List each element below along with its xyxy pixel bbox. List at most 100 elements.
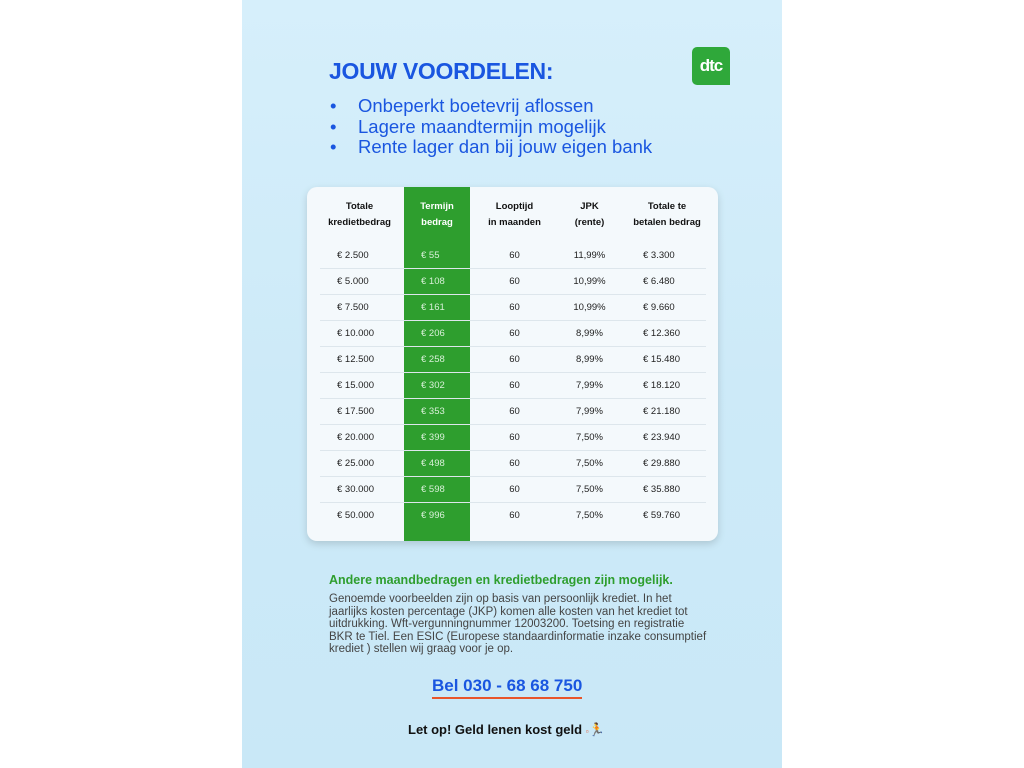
table-cell: € 15.000 xyxy=(337,380,374,391)
table-cell: 10,99% xyxy=(573,276,606,287)
table-row: € 2.500 € 55 60 11,99% € 3.300 xyxy=(307,242,718,268)
table-cell: € 3.300 xyxy=(643,250,675,261)
table-cell: € 35.880 xyxy=(643,484,680,495)
row-divider xyxy=(320,450,706,451)
table-cell: 7,50% xyxy=(576,458,603,469)
column-header: Totale kredietbedrag xyxy=(317,199,402,231)
table-cell: 60 xyxy=(509,380,520,391)
table-cell: € 206 xyxy=(421,328,445,339)
table-cell: 60 xyxy=(509,432,520,443)
table-cell: 60 xyxy=(509,354,520,365)
table-cell: 7,99% xyxy=(576,406,603,417)
table-cell: € 50.000 xyxy=(337,510,374,521)
table-cell: 60 xyxy=(509,328,520,339)
header-line: Totale te xyxy=(647,201,687,212)
table-cell: € 6.480 xyxy=(643,276,675,287)
table-cell: € 996 xyxy=(421,510,445,521)
table-cell: € 161 xyxy=(421,302,445,313)
table-row: € 20.000 € 399 60 7,50% € 23.940 xyxy=(307,424,718,450)
table-cell: 10,99% xyxy=(573,302,606,313)
table-cell: € 353 xyxy=(421,406,445,417)
table-row: € 30.000 € 598 60 7,50% € 35.880 xyxy=(307,476,718,502)
table-cell: 60 xyxy=(509,302,520,313)
row-divider xyxy=(320,398,706,399)
dtc-logo: dtc xyxy=(692,47,730,85)
table-cell: € 108 xyxy=(421,276,445,287)
table-cell: 60 xyxy=(509,250,520,261)
column-header: Totale te betalen bedrag xyxy=(627,199,707,231)
header-line: Termijn xyxy=(420,201,454,212)
table-cell: € 17.500 xyxy=(337,406,374,417)
benefits-list: • Onbeperkt boetevrij aflossen • Lagere ma… xyxy=(330,96,652,158)
row-divider xyxy=(320,372,706,373)
table-cell: € 23.940 xyxy=(643,432,680,443)
row-divider xyxy=(320,502,706,503)
header-line: Looptijd xyxy=(495,201,534,212)
benefit-text: Lagere maandtermijn mogelijk xyxy=(358,115,606,137)
column-header: Termijn bedrag xyxy=(404,199,470,231)
table-cell: € 29.880 xyxy=(643,458,680,469)
note-highlight: Andere maandbedragen en kredietbedragen … xyxy=(329,573,673,587)
table-cell: 7,99% xyxy=(576,380,603,391)
highlight-column xyxy=(404,187,470,541)
row-divider xyxy=(320,294,706,295)
table-cell: € 25.000 xyxy=(337,458,374,469)
row-divider xyxy=(320,476,706,477)
benefit-text: Rente lager dan bij jouw eigen bank xyxy=(358,136,653,157)
table-cell: € 55 xyxy=(421,250,440,261)
table-cell: 7,50% xyxy=(576,432,603,443)
row-divider xyxy=(320,346,706,347)
table-cell: € 302 xyxy=(421,380,445,391)
table-row: € 50.000 € 996 60 7,50% € 59.760 xyxy=(307,502,718,528)
table-cell: € 399 xyxy=(421,432,445,443)
table-cell: 60 xyxy=(509,510,520,521)
table-cell: 60 xyxy=(509,484,520,495)
phone-link[interactable]: Bel 030 - 68 68 750 xyxy=(432,676,583,699)
header-line: kredietbedrag xyxy=(328,217,391,228)
table-cell: € 10.000 xyxy=(337,328,374,339)
table-cell: € 30.000 xyxy=(337,484,374,495)
header-line: (rente) xyxy=(574,217,605,228)
table-cell: € 258 xyxy=(421,354,445,365)
header-line: in maanden xyxy=(488,217,541,228)
table-cell: € 59.760 xyxy=(643,510,680,521)
table-cell: 60 xyxy=(509,406,520,417)
benefit-item: • Rente lager dan bij jouw eigen bank xyxy=(330,136,653,157)
table-cell: 60 xyxy=(509,458,520,469)
row-divider xyxy=(320,320,706,321)
row-divider xyxy=(320,424,706,425)
table-row: € 12.500 € 258 60 8,99% € 15.480 xyxy=(307,346,718,372)
benefit-item: • Onbeperkt boetevrij aflossen xyxy=(330,95,594,116)
table-row: € 15.000 € 302 60 7,99% € 18.120 xyxy=(307,372,718,398)
table-cell: 60 xyxy=(509,276,520,287)
column-header: Looptijd in maanden xyxy=(472,199,557,231)
table-cell: 11,99% xyxy=(573,250,606,261)
table-cell: 8,99% xyxy=(576,328,603,339)
table-row: € 10.000 € 206 60 8,99% € 12.360 xyxy=(307,320,718,346)
table-cell: € 9.660 xyxy=(643,302,675,313)
disclaimer: Genoemde voorbeelden zijn op basis van p… xyxy=(329,593,707,655)
table-cell: € 5.000 xyxy=(337,276,369,287)
header-line: bedrag xyxy=(421,217,453,228)
page-title: JOUW VOORDELEN: xyxy=(329,58,554,84)
table-cell: € 598 xyxy=(421,484,445,495)
table-cell: 7,50% xyxy=(576,484,603,495)
table-cell: 8,99% xyxy=(576,354,603,365)
table-cell: € 18.120 xyxy=(643,380,680,391)
table-cell: € 20.000 xyxy=(337,432,374,443)
column-header: JPK (rente) xyxy=(552,199,627,231)
table-cell: 7,50% xyxy=(576,510,603,521)
table-row: € 5.000 € 108 60 10,99% € 6.480 xyxy=(307,268,718,294)
table-row: € 7.500 € 161 60 10,99% € 9.660 xyxy=(307,294,718,320)
table-cell: € 498 xyxy=(421,458,445,469)
table-cell: € 2.500 xyxy=(337,250,369,261)
header-line: betalen bedrag xyxy=(633,217,701,228)
table-cell: € 12.360 xyxy=(643,328,680,339)
table-row: € 25.000 € 498 60 7,50% € 29.880 xyxy=(307,450,718,476)
header-line: Totale xyxy=(345,201,374,212)
table-cell: € 21.180 xyxy=(643,406,680,417)
benefit-item: • Lagere maandtermijn mogelijk xyxy=(330,115,606,137)
table-cell: € 12.500 xyxy=(337,354,374,365)
warning-text: Let op! Geld lenen kost geld xyxy=(408,722,583,737)
table-cell: € 7.500 xyxy=(337,302,369,313)
